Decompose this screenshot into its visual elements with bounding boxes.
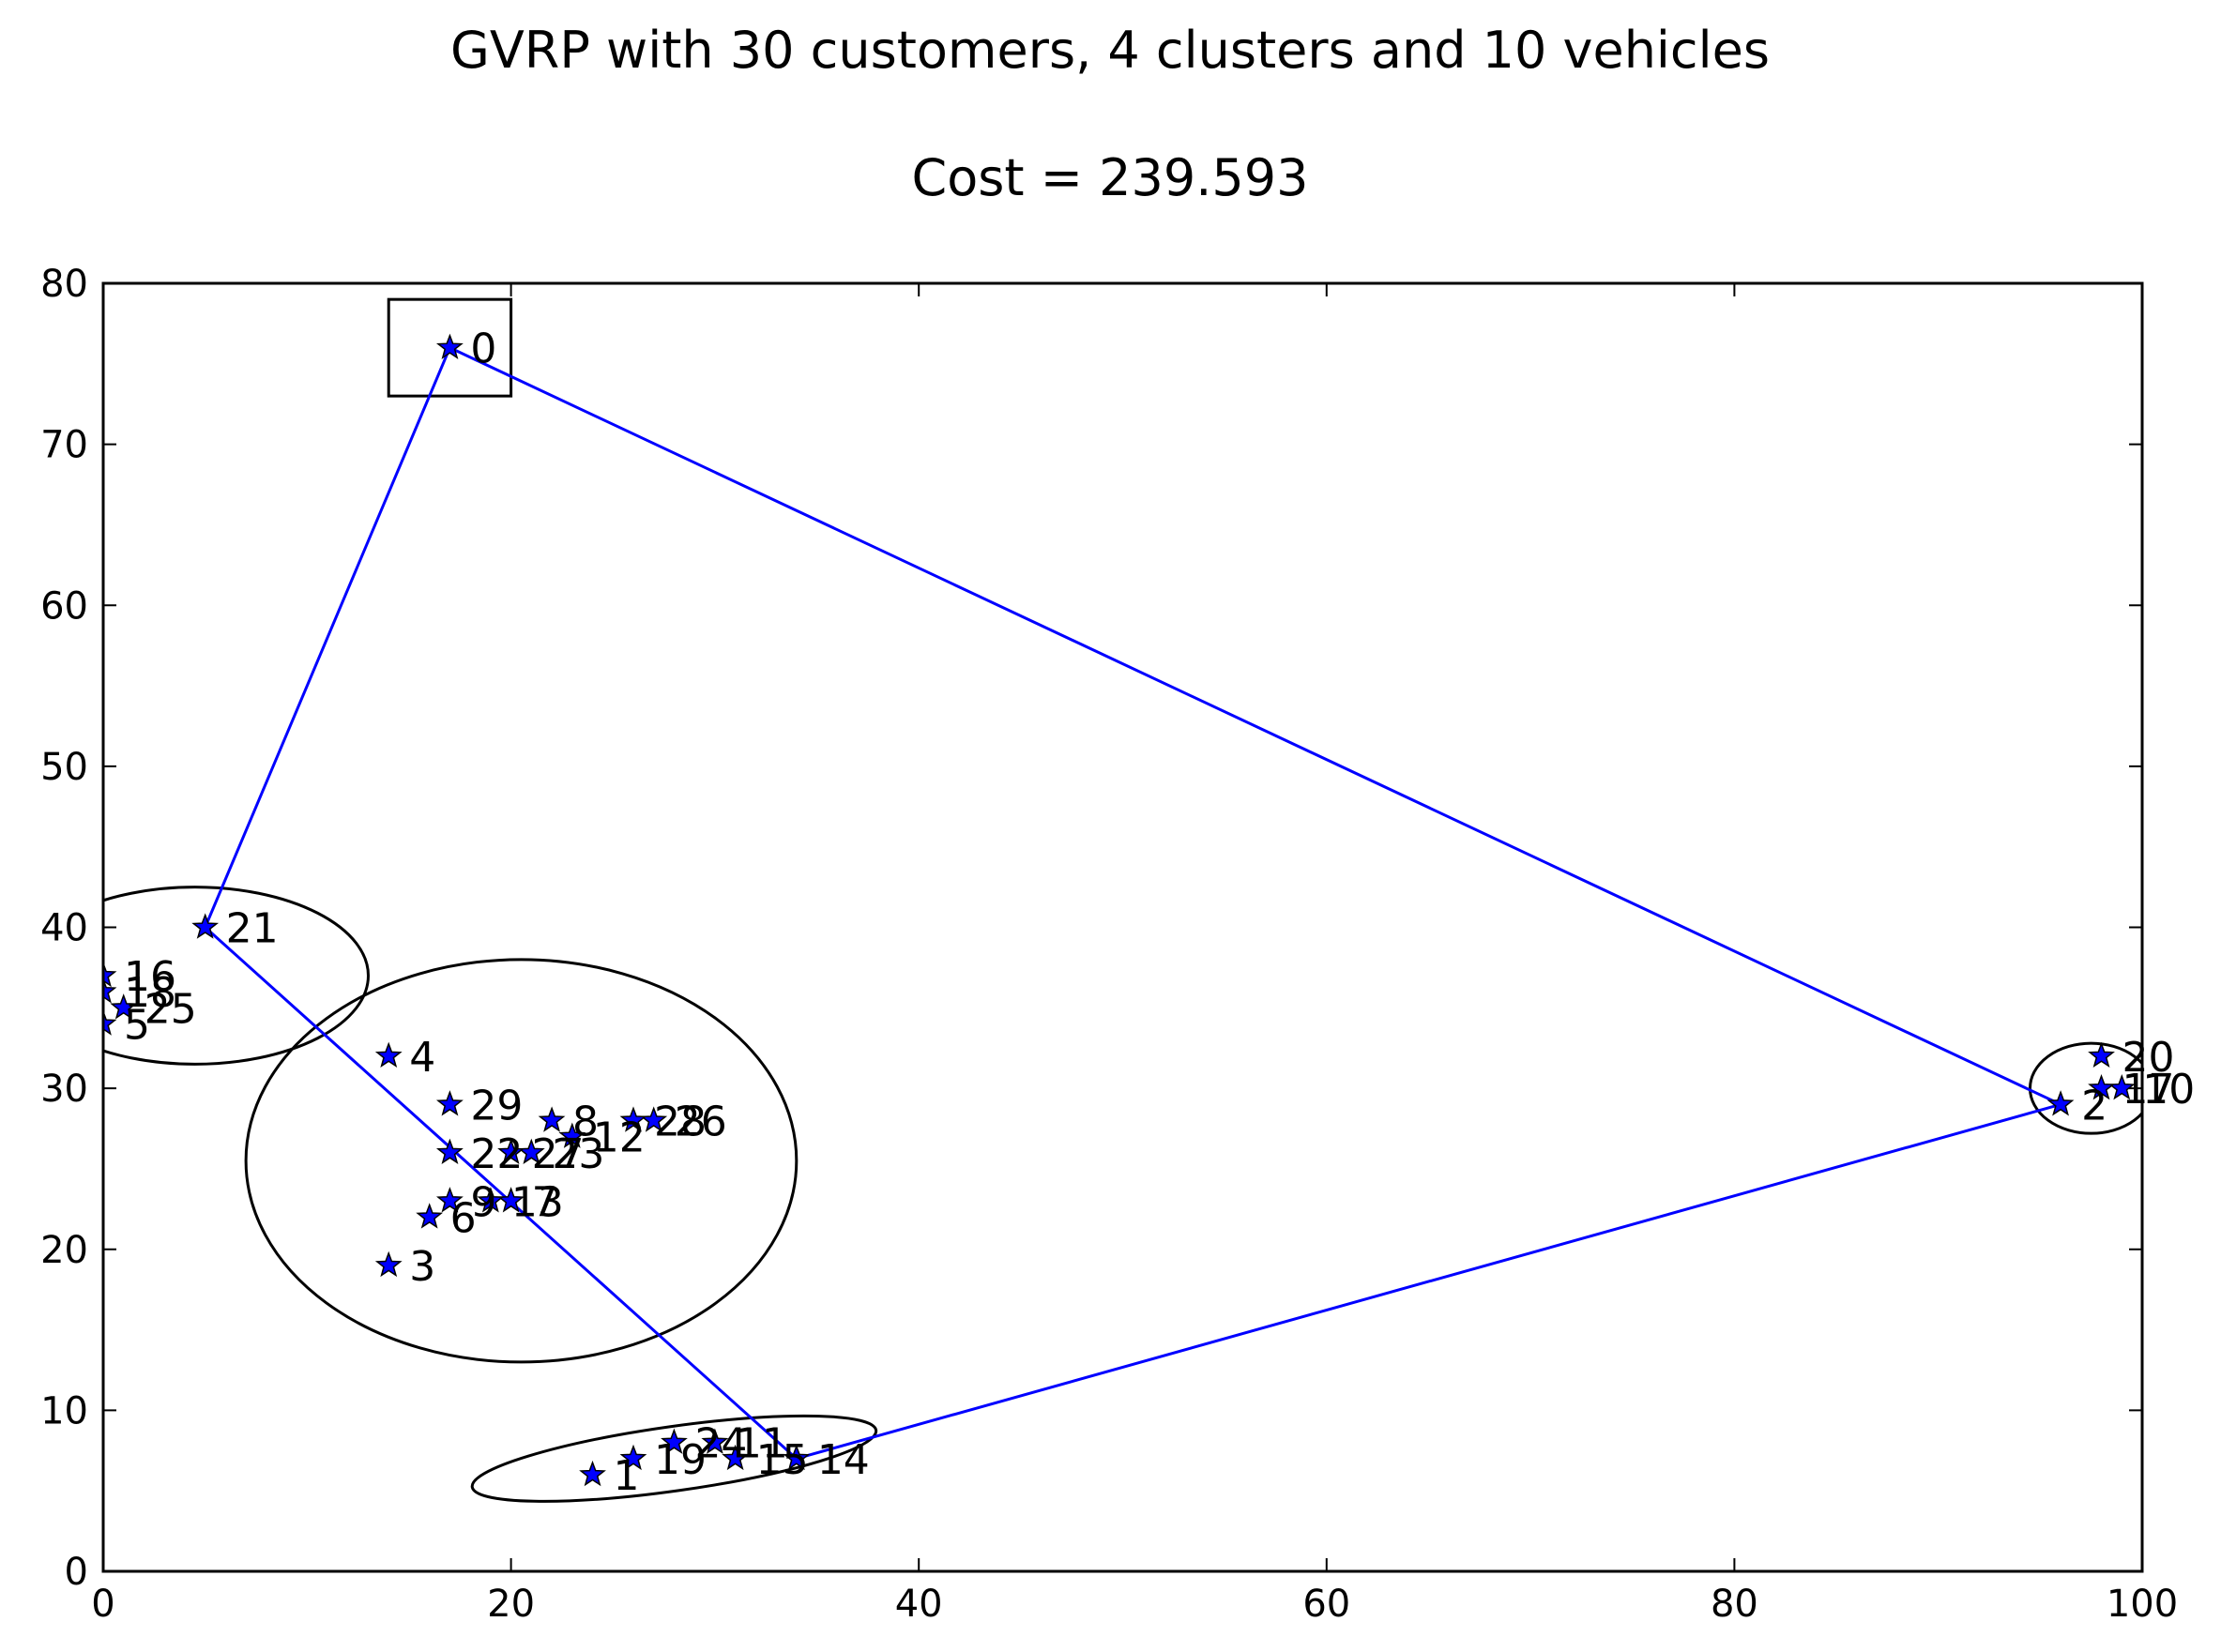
point-label-4: 4 xyxy=(409,1034,435,1082)
point-marker-3 xyxy=(374,1250,403,1278)
y-tick-label-40: 40 xyxy=(40,907,88,950)
x-tick-label-100: 100 xyxy=(2107,1583,2178,1626)
x-tick-label-60: 60 xyxy=(1302,1583,1350,1626)
point-marker-28 xyxy=(619,1106,647,1132)
point-marker-12 xyxy=(558,1122,586,1148)
point-label-22: 22 xyxy=(470,1130,523,1178)
point-marker-13 xyxy=(477,1187,505,1213)
point-label-2: 2 xyxy=(2081,1082,2107,1129)
point-marker-8 xyxy=(538,1106,566,1132)
plot-content xyxy=(103,297,2142,1503)
point-label-20: 20 xyxy=(2122,1034,2175,1082)
point-marker-9 xyxy=(435,1187,464,1213)
point-label-10: 10 xyxy=(2142,1066,2195,1114)
point-marker-22 xyxy=(435,1138,464,1165)
cluster-ellipse-1 xyxy=(103,886,370,1066)
point-marker-18 xyxy=(103,978,117,1004)
point-label-8: 8 xyxy=(572,1098,599,1145)
point-label-26: 26 xyxy=(675,1098,727,1145)
point-marker-1 xyxy=(579,1460,606,1487)
point-marker-29 xyxy=(435,1090,464,1116)
point-marker-14 xyxy=(783,1444,811,1471)
y-tick-label-60: 60 xyxy=(40,584,88,628)
point-label-14: 14 xyxy=(817,1436,870,1484)
y-tick-label-20: 20 xyxy=(40,1229,88,1272)
point-label-17: 17 xyxy=(2122,1066,2175,1114)
point-marker-20 xyxy=(2088,1041,2115,1068)
point-marker-27 xyxy=(497,1138,525,1165)
y-tick-label-10: 10 xyxy=(40,1389,88,1432)
axes-frame xyxy=(101,281,2144,1573)
point-label-6: 6 xyxy=(450,1194,477,1242)
point-marker-24 xyxy=(661,1428,688,1454)
chart-subtitle: Cost = 239.593 xyxy=(912,148,1309,207)
depot-box xyxy=(387,297,513,398)
point-marker-6 xyxy=(416,1203,444,1229)
point-label-1: 1 xyxy=(614,1452,640,1500)
point-marker-21 xyxy=(191,913,220,939)
point-label-15: 15 xyxy=(756,1436,809,1484)
point-marker-5 xyxy=(103,1009,117,1036)
x-tick-label-20: 20 xyxy=(487,1583,535,1626)
point-label-5: 5 xyxy=(124,1001,150,1049)
point-label-0: 0 xyxy=(470,326,496,373)
point-marker-11 xyxy=(701,1428,729,1454)
point-label-18: 18 xyxy=(124,969,176,1017)
cluster-ellipse-3 xyxy=(470,1414,878,1503)
route-line xyxy=(203,346,2065,1461)
point-label-19: 19 xyxy=(654,1436,707,1484)
point-label-11: 11 xyxy=(736,1420,788,1468)
point-label-12: 12 xyxy=(593,1114,646,1162)
point-label-23: 23 xyxy=(552,1130,604,1178)
y-tick-label-70: 70 xyxy=(40,424,88,467)
x-tick-label-40: 40 xyxy=(895,1583,943,1626)
point-label-7: 7 xyxy=(532,1178,558,1226)
point-marker-4 xyxy=(374,1041,403,1068)
cluster-ellipse-4 xyxy=(2029,1041,2142,1135)
point-label-13: 13 xyxy=(511,1178,564,1226)
point-label-16: 16 xyxy=(124,953,176,1001)
point-label-21: 21 xyxy=(226,905,279,953)
point-label-9: 9 xyxy=(470,1178,496,1226)
point-marker-25 xyxy=(110,993,138,1020)
cluster-ellipse-2 xyxy=(244,958,799,1364)
chart-title: GVRP with 30 customers, 4 clusters and 1… xyxy=(450,21,1770,80)
point-label-27: 27 xyxy=(532,1130,585,1178)
y-tick-label-30: 30 xyxy=(40,1068,88,1111)
point-marker-19 xyxy=(619,1444,647,1471)
point-label-3: 3 xyxy=(409,1243,435,1291)
point-label-29: 29 xyxy=(470,1082,523,1129)
point-label-28: 28 xyxy=(654,1098,707,1145)
y-tick-label-80: 80 xyxy=(40,263,88,306)
y-tick-label-0: 0 xyxy=(65,1551,88,1594)
point-marker-17 xyxy=(2088,1073,2115,1100)
point-marker-0 xyxy=(435,333,464,359)
point-marker-16 xyxy=(103,961,117,988)
point-label-25: 25 xyxy=(145,985,197,1033)
y-tick-label-50: 50 xyxy=(40,746,88,789)
point-label-24: 24 xyxy=(694,1420,747,1468)
point-marker-15 xyxy=(722,1444,750,1471)
x-tick-label-0: 0 xyxy=(91,1583,114,1626)
x-tick-label-80: 80 xyxy=(1711,1583,1758,1626)
point-marker-2 xyxy=(2046,1090,2075,1116)
